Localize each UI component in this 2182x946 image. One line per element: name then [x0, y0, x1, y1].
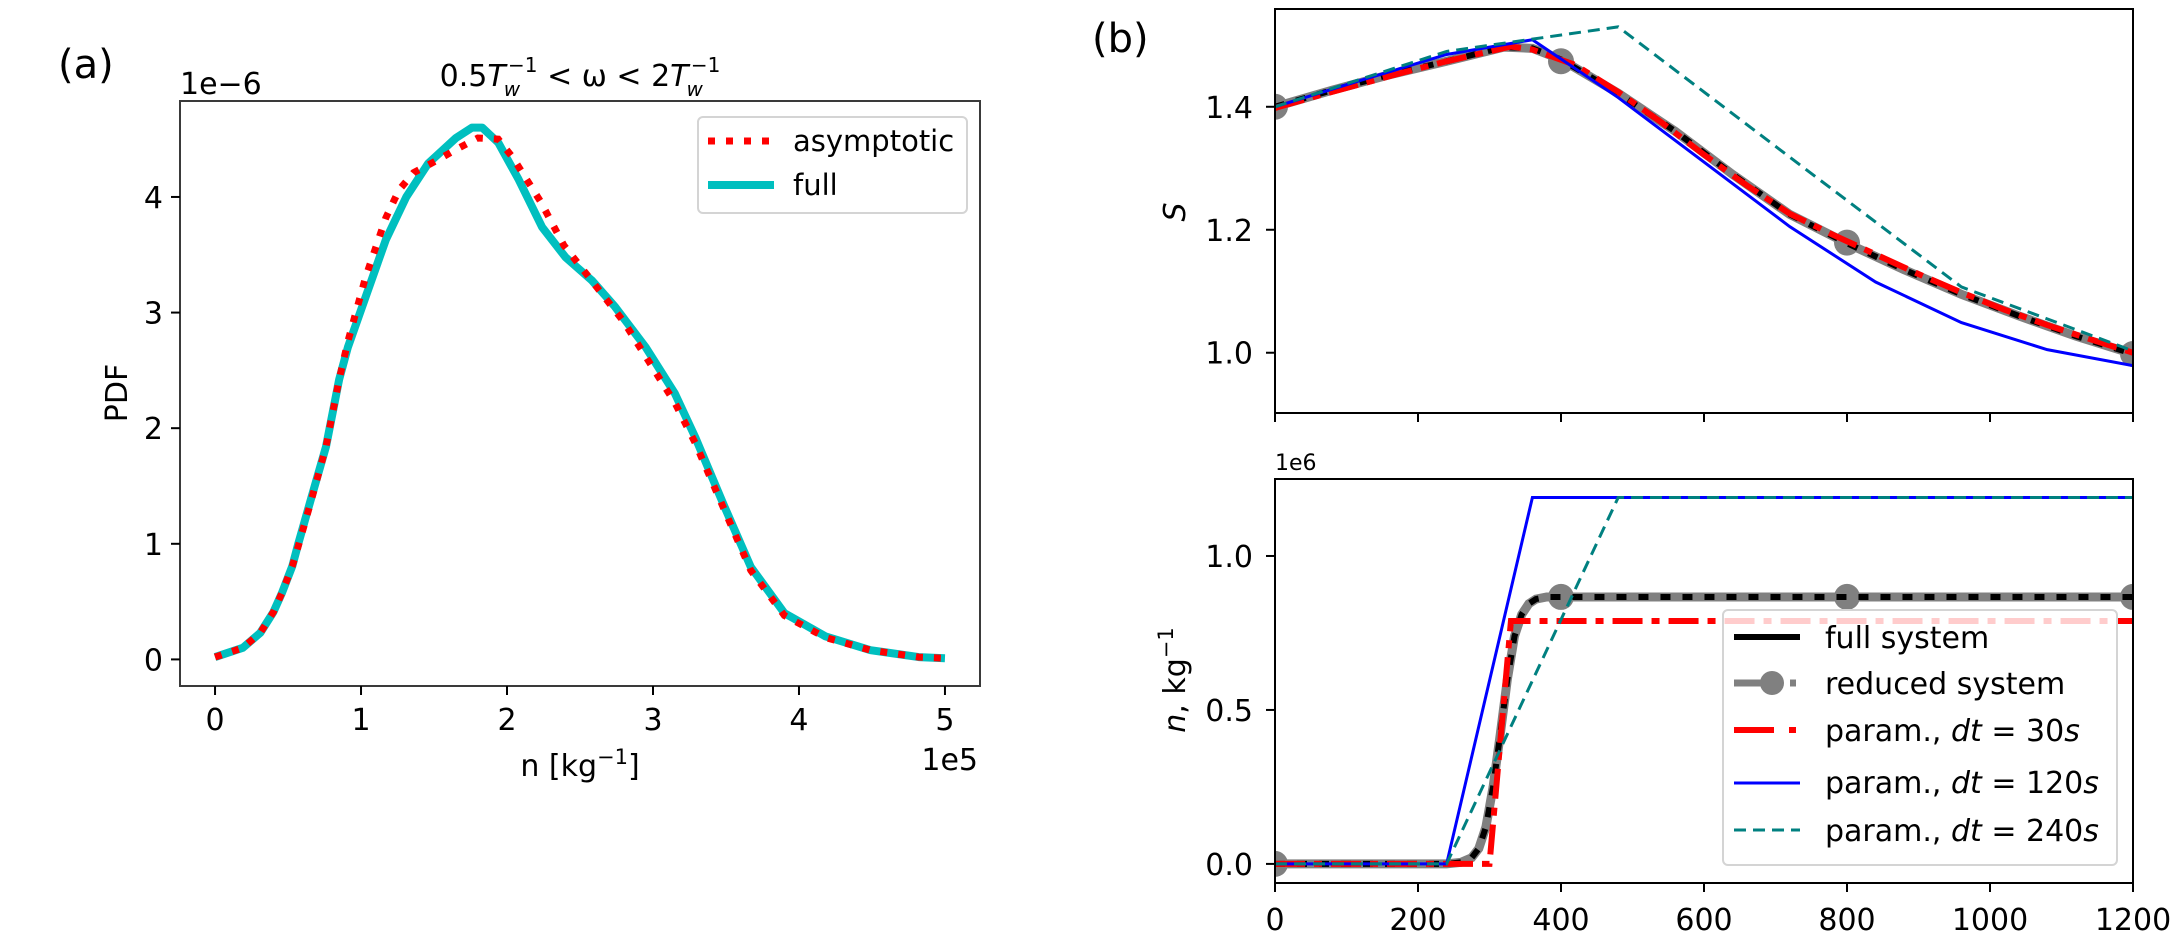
panel-label-b: (b)	[1092, 16, 1149, 62]
y-tick-label: 1	[144, 528, 163, 563]
y-tick-label: 0.5	[1205, 694, 1253, 729]
y-tick-label: 1.2	[1205, 214, 1253, 249]
series-line-param-dt-120s	[1275, 38, 2133, 368]
series-line-param-dt-30s	[1275, 43, 2133, 356]
series-line-param-dt-240s	[1275, 25, 2133, 353]
x-tick-label: 0	[205, 703, 224, 738]
title-part-mid: < ω < 2	[538, 59, 671, 94]
x-tick-label: 200	[1389, 903, 1446, 938]
legend-frame-b	[1722, 609, 2118, 866]
series-line-full-system	[1275, 593, 2133, 867]
legend-dt240-math: dt	[1951, 814, 1983, 849]
legend-label-dt240: param., dt = 240s	[1825, 814, 2099, 849]
legend-label-reduced-system: reduced system	[1825, 667, 2065, 702]
series-line-asymptotic	[213, 134, 946, 662]
y-axis-label-b-top: S	[1158, 202, 1193, 221]
title-part-T: T	[487, 59, 508, 94]
y-tick-label: 2	[144, 412, 163, 447]
x-tick-label: 400	[1532, 903, 1589, 938]
y-ticks-b-bottom: 0.0 0.5 1.0	[1205, 540, 1275, 883]
legend-label-asymptotic: asymptotic	[793, 124, 954, 158]
legend-dt30-math: dt	[1951, 714, 1983, 749]
series-line-param-dt-240s	[1275, 495, 2133, 866]
legend-label-full: full	[793, 168, 838, 202]
y-tick-label: 1.0	[1205, 540, 1253, 575]
x-tick-label: 0	[1265, 903, 1284, 938]
series-line-full	[213, 123, 946, 663]
legend-dt120-eq: = 120	[1982, 766, 2083, 801]
x-tick-label: 1200	[2095, 903, 2171, 938]
x-offset-label-a: 1e5	[921, 743, 978, 778]
x-ticks-b-top	[1274, 413, 2134, 422]
x-tick-label: 1000	[1952, 903, 2028, 938]
series-group-b-top	[1275, 25, 2133, 368]
x-tick-label: 3	[643, 703, 662, 738]
x-ticks-a: 0 1 2 3 4 5	[205, 686, 955, 738]
y-tick-label: 0	[144, 643, 163, 678]
y-ticks-a: 0 1 2 3 4	[144, 181, 180, 678]
legend-label-full-system: full system	[1825, 621, 1989, 656]
legend-dt240-prefix: param.,	[1825, 814, 1951, 849]
title-part-T2: T	[670, 59, 691, 94]
legend-dt120-suffix: s	[2083, 766, 2099, 801]
x-tick-label: 600	[1675, 903, 1732, 938]
x-axis-label-a: n [kg−1]	[520, 745, 639, 784]
title-part-sub2: w	[687, 77, 704, 101]
legend-b-handles	[1734, 634, 1800, 832]
title-part-sub: w	[504, 77, 521, 101]
legend-label-dt120: param., dt = 120s	[1825, 766, 2099, 801]
x-ticks-b-bottom: 0 200 400 600 800 1000 1200	[1265, 883, 2171, 938]
legend-dt30-prefix: param.,	[1825, 714, 1951, 749]
title-part-sup: −1	[508, 53, 537, 77]
y-tick-label: 3	[144, 297, 163, 332]
legend-marker-reduced-system	[1760, 671, 1784, 695]
legend-dt30-suffix: s	[2064, 714, 2080, 749]
title-part-pre: 0.5	[440, 59, 488, 94]
y-tick-label: 0.0	[1205, 848, 1253, 883]
series-group-b-bottom	[1275, 495, 2133, 877]
chart-title-a: 0.5Tw−1 < ω < 2Tw−1	[440, 53, 721, 101]
x-tick-label: 800	[1818, 903, 1875, 938]
y-offset-label-b-bottom: 1e6	[1275, 451, 1317, 476]
y-offset-label-a: 1e−6	[180, 67, 262, 102]
panel-label-a: (a)	[58, 42, 114, 88]
x-tick-label: 4	[789, 703, 808, 738]
y-tick-label: 1.4	[1205, 91, 1253, 126]
series-marker-reduced-system	[1834, 583, 1860, 610]
x-tick-label: 1	[351, 703, 370, 738]
series-group-a	[213, 123, 946, 663]
title-part-sup2: −1	[691, 53, 720, 77]
x-tick-label: 5	[935, 703, 954, 738]
y-tick-label: 4	[144, 181, 163, 216]
xlabel-post: ]	[628, 749, 640, 784]
xlabel-pre: n [kg	[520, 749, 597, 784]
y-axis-label-b-bottom: n, kg−1	[1154, 627, 1193, 732]
y-axis-label-a: PDF	[100, 364, 135, 422]
axes-frame-a	[179, 100, 981, 687]
panel-b: (b) 1.0 1.2 1.4 S 0 200 400 600 800 1000 1200 0.…	[1092, 8, 2171, 938]
ylabel-sup: −1	[1154, 627, 1178, 658]
legend-dt240-eq: = 240	[1982, 814, 2083, 849]
ylabel-n: n	[1158, 714, 1193, 733]
legend-dt240-suffix: s	[2083, 814, 2099, 849]
x-tick-label: 2	[497, 703, 516, 738]
y-ticks-b-top: 1.0 1.2 1.4	[1205, 91, 1275, 372]
legend-dt120-prefix: param.,	[1825, 766, 1951, 801]
legend-label-dt30: param., dt = 30s	[1825, 714, 2080, 749]
y-tick-label: 1.0	[1205, 337, 1253, 372]
xlabel-sup: −1	[597, 745, 628, 769]
legend-dt120-math: dt	[1951, 766, 1983, 801]
legend-b: full system reduced system param., dt = …	[1722, 609, 2118, 866]
legend-dt30-eq: = 30	[1982, 714, 2064, 749]
ylabel-post: , kg	[1158, 658, 1193, 714]
legend-a: asymptotic full	[697, 116, 968, 214]
